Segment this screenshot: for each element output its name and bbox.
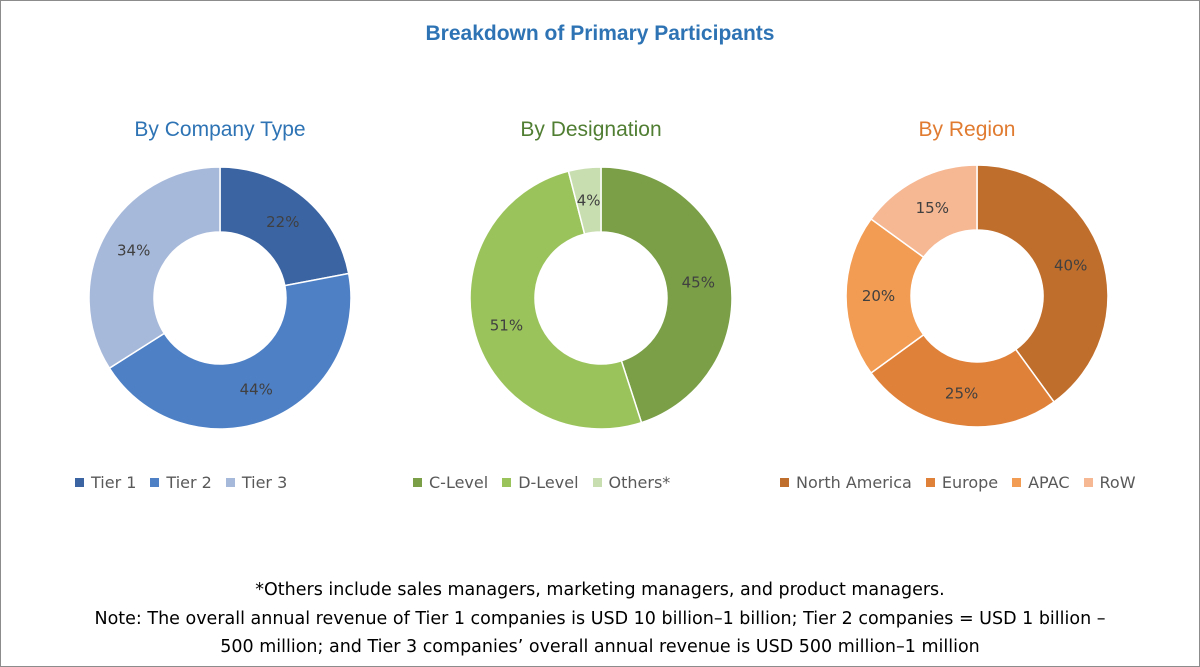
- legend-label: Tier 2: [166, 472, 212, 492]
- main-title: Breakdown of Primary Participants: [425, 22, 775, 45]
- slice-label-north-america: 40%: [1054, 257, 1087, 275]
- footnote-others: *Others include sales managers, marketin…: [255, 580, 945, 600]
- designation-legend: C-Level D-Level Others*: [413, 470, 670, 494]
- slice-north-america: [976, 164, 1109, 404]
- slice-label-tier-1: 22%: [266, 213, 299, 231]
- legend-item-tier-2: Tier 2: [150, 472, 212, 492]
- legend-swatch: [780, 477, 789, 487]
- legend-swatch: [413, 477, 422, 487]
- legend-label: D-Level: [518, 472, 579, 492]
- slice-apac: [845, 217, 925, 375]
- legend-swatch: [925, 477, 935, 487]
- company-type-donut: 22% 44% 34%: [88, 166, 352, 430]
- legend-label: RoW: [1099, 472, 1136, 492]
- legend-swatch: [75, 477, 84, 487]
- legend-item-north-america: North America: [780, 473, 912, 492]
- slice-label-apac: 20%: [862, 287, 895, 305]
- legend-swatch: [150, 477, 160, 487]
- slice-tier-2: [108, 272, 352, 430]
- legend-item-apac: APAC: [1012, 472, 1070, 492]
- footnote-note-line2: 500 million; and Tier 3 companies’ overa…: [220, 637, 980, 657]
- region-donut: 40% 25% 20% 15%: [845, 164, 1109, 428]
- legend-item-d-level: D-Level: [502, 472, 579, 492]
- legend-label: C-Level: [429, 472, 489, 492]
- legend-label: Europe: [941, 472, 999, 492]
- company-type-legend: Tier 1 Tier 2 Tier 3: [75, 470, 287, 494]
- legend-label: Tier 1: [91, 472, 137, 492]
- legend-item-tier-3: Tier 3: [225, 472, 288, 492]
- footnote-note-line1: Note: The overall annual revenue of Tier…: [94, 609, 1106, 629]
- company-type-title: By Company Type: [134, 118, 306, 141]
- designation-title: By Designation: [520, 118, 662, 141]
- designation-donut: 45% 51% 4%: [469, 166, 733, 430]
- legend-item-others: Others*: [592, 472, 671, 492]
- slice-row: [869, 164, 978, 259]
- legend-item-row: RoW: [1083, 472, 1136, 492]
- company-type-panel: By Company Type 22% 44% 34%: [20, 110, 420, 530]
- slice-label-tier-3: 34%: [117, 242, 150, 260]
- legend-swatch: [1083, 477, 1093, 487]
- region-legend: North America Europe APAC RoW: [780, 470, 1136, 494]
- legend-label: Tier 3: [241, 472, 288, 492]
- slice-d-level: [469, 170, 643, 430]
- slice-label-tier-2: 44%: [240, 381, 273, 399]
- legend-swatch: [502, 477, 512, 487]
- legend-swatch: [592, 477, 602, 487]
- slice-label-d-level: 51%: [490, 316, 523, 334]
- slice-europe: [869, 333, 1056, 428]
- slice-label-row: 15%: [916, 199, 949, 217]
- legend-swatch: [1012, 477, 1022, 487]
- legend-label: North America: [796, 472, 912, 492]
- legend-swatch: [225, 477, 235, 487]
- region-panel: By Region 40% 25% 20% 15%: [767, 110, 1167, 530]
- legend-item-c-level: C-Level: [413, 473, 488, 492]
- slice-label-c-level: 45%: [682, 274, 715, 292]
- legend-label: Others*: [608, 472, 671, 492]
- designation-panel: By Designation 45% 51% 4%: [391, 110, 791, 530]
- legend-item-europe: Europe: [925, 472, 999, 492]
- legend-item-tier-1: Tier 1: [75, 473, 136, 492]
- slice-label-europe: 25%: [945, 384, 978, 402]
- slice-tier-1: [219, 166, 350, 287]
- slice-c-level: [600, 166, 733, 424]
- slice-tier-3: [88, 166, 221, 370]
- slice-label-others: 4%: [577, 191, 601, 209]
- legend-label: APAC: [1028, 472, 1070, 492]
- slice-others: [567, 166, 602, 235]
- region-title: By Region: [918, 118, 1016, 141]
